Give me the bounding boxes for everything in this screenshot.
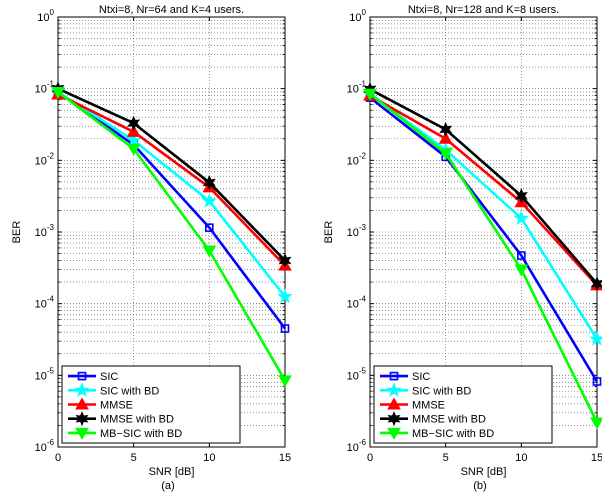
- y-tick-label: 100: [37, 8, 54, 24]
- y-axis-label: BER: [11, 221, 23, 244]
- x-tick-label: 0: [367, 452, 373, 464]
- chart-title: Ntxi=8, Nr=128 and K=8 users.: [408, 4, 559, 16]
- x-tick-label: 15: [591, 452, 602, 464]
- legend-label: MMSE with BD: [100, 414, 174, 426]
- x-axis-label: SNR [dB]: [461, 466, 507, 478]
- y-tick-label: 10-5: [35, 366, 55, 382]
- x-tick-label: 15: [279, 452, 291, 464]
- y-tick-label: 10-3: [35, 223, 55, 239]
- y-tick-label: 10-2: [347, 151, 367, 167]
- legend: SIC SIC with BD MMSE MMSE with BD MB−SIC wit…: [62, 366, 240, 443]
- legend-label: SIC: [100, 371, 118, 383]
- legend-label: SIC with BD: [100, 385, 159, 397]
- chart-panel-b: 0 5 10 15 100 10-1 10-2 10-3 10-4 10-5 10-6 Ntxi=8,…: [323, 4, 602, 492]
- y-tick-label: 10-6: [35, 438, 55, 454]
- y-tick-label: 10-2: [35, 151, 55, 167]
- y-tick-label: 100: [349, 8, 366, 24]
- y-tick-label: 10-4: [347, 295, 367, 311]
- y-tick-label: 10-4: [35, 295, 55, 311]
- x-tick-label: 5: [443, 452, 449, 464]
- panel-caption: (b): [473, 480, 486, 492]
- panel-caption: (a): [161, 480, 174, 492]
- x-tick-label: 10: [203, 452, 215, 464]
- y-tick-label: 10-6: [347, 438, 367, 454]
- chart-panel-a: 0 5 10 1510010-110-210-310-410-510-6Ntxi=8,…: [11, 4, 292, 492]
- legend: SIC SIC with BD MMSE MMSE with BD MB−SIC wit…: [374, 366, 552, 443]
- legend-label: MMSE with BD: [412, 414, 486, 426]
- x-tick-label: 5: [131, 452, 137, 464]
- legend-label: MMSE: [412, 400, 445, 412]
- legend-label: MMSE: [100, 400, 133, 412]
- y-axis-label: BER: [323, 221, 335, 244]
- chart-title: Ntxi=8, Nr=64 and K=4 users.: [99, 4, 244, 16]
- x-tick-label: 0: [55, 452, 61, 464]
- legend-label: MB−SIC with BD: [412, 428, 494, 440]
- legend-label: SIC with BD: [412, 385, 471, 397]
- y-tick-label: 10-3: [347, 223, 367, 239]
- x-tick-label: 10: [515, 452, 527, 464]
- y-tick-label: 10-5: [347, 366, 367, 382]
- legend-label: MB−SIC with BD: [100, 428, 182, 440]
- legend-label: SIC: [412, 371, 430, 383]
- x-axis-label: SNR [dB]: [149, 466, 195, 478]
- y-tick-label: 10-1: [347, 80, 367, 96]
